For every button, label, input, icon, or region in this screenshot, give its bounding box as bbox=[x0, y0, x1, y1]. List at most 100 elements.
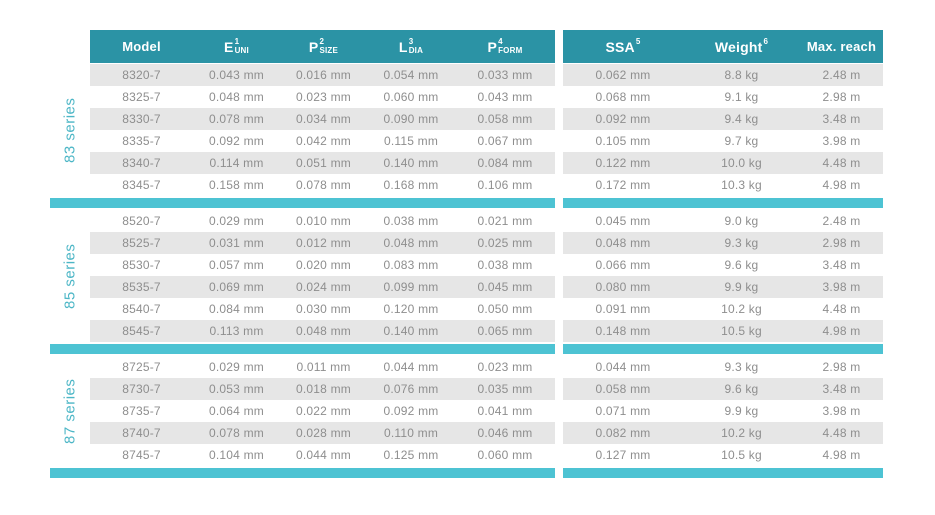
cell-p-size: 0.034 mm bbox=[280, 108, 367, 130]
column-header-weight: Weight 6 bbox=[683, 30, 800, 63]
cell-l-dia: 0.076 mm bbox=[367, 378, 455, 400]
cell-p-size: 0.020 mm bbox=[296, 258, 351, 272]
cell-l-dia: 0.115 mm bbox=[383, 134, 439, 148]
column-header-e-uni: E 1 UNI bbox=[193, 30, 280, 63]
cell-weight: 9.7 kg bbox=[724, 134, 759, 148]
table-row: 8340-7 0.114 mm 0.051 mm 0.140 mm 0.084 mm 0.… bbox=[50, 152, 883, 174]
cell-max-reach: 3.48 m bbox=[822, 258, 861, 272]
divider-bar-right bbox=[563, 344, 883, 354]
cell-p-form: 0.084 mm bbox=[455, 152, 555, 174]
cell-e-uni: 0.078 mm bbox=[193, 108, 280, 130]
cell-p-size: 0.012 mm bbox=[280, 232, 367, 254]
column-gap bbox=[555, 444, 563, 466]
cell-p-form: 0.060 mm bbox=[477, 448, 533, 462]
cell-e-uni: 0.114 mm bbox=[193, 152, 280, 174]
cell-ssa: 0.148 mm bbox=[563, 320, 683, 342]
column-header-base: SSA bbox=[605, 38, 635, 55]
cell-l-dia: 0.092 mm bbox=[383, 404, 439, 418]
cell-weight: 10.5 kg bbox=[721, 448, 762, 462]
column-header-scripts: 5 bbox=[636, 38, 641, 55]
cell-weight: 9.6 kg bbox=[683, 378, 800, 400]
column-header-p-size: P 2 SIZE bbox=[280, 30, 367, 63]
series-label: 83 series bbox=[61, 97, 79, 163]
section-divider bbox=[50, 344, 883, 354]
cell-max-reach: 4.48 m bbox=[800, 152, 883, 174]
cell-p-size: 0.016 mm bbox=[280, 64, 367, 86]
cell-model: 8545-7 bbox=[90, 320, 193, 342]
cell-e-uni: 0.053 mm bbox=[193, 378, 280, 400]
cell-max-reach: 3.98 m bbox=[822, 404, 861, 418]
column-header-scripts: 2 SIZE bbox=[319, 38, 338, 55]
cell-max-reach: 3.98 m bbox=[822, 134, 861, 148]
cell-p-size: 0.011 mm bbox=[296, 360, 351, 374]
cell-max-reach: 2.48 m bbox=[822, 214, 861, 228]
cell-ssa: 0.080 mm bbox=[563, 276, 683, 298]
column-gap bbox=[555, 254, 563, 276]
column-gap bbox=[555, 130, 563, 152]
section-divider bbox=[50, 198, 883, 208]
cell-max-reach: 4.48 m bbox=[822, 302, 861, 316]
column-header-scripts: 6 bbox=[763, 38, 768, 55]
cell-p-form: 0.043 mm bbox=[477, 90, 533, 104]
cell-p-size: 0.044 mm bbox=[296, 448, 351, 462]
column-header-label: Max. reach bbox=[806, 39, 877, 54]
cell-max-reach: 4.98 m bbox=[822, 448, 861, 462]
column-gap bbox=[555, 320, 563, 342]
column-header-base: L bbox=[398, 38, 408, 55]
cell-l-dia: 0.140 mm bbox=[367, 152, 455, 174]
cell-model: 8325-7 bbox=[122, 90, 161, 104]
cell-l-dia: 0.110 mm bbox=[367, 422, 455, 444]
cell-l-dia: 0.090 mm bbox=[367, 108, 455, 130]
cell-model: 8535-7 bbox=[90, 276, 193, 298]
column-gap bbox=[555, 422, 563, 444]
cell-ssa: 0.082 mm bbox=[563, 422, 683, 444]
column-gap bbox=[555, 210, 563, 232]
cell-weight: 9.4 kg bbox=[683, 108, 800, 130]
cell-max-reach: 2.98 m bbox=[800, 232, 883, 254]
column-header-subscript: DIA bbox=[408, 46, 424, 55]
cell-ssa: 0.048 mm bbox=[563, 232, 683, 254]
cell-p-form: 0.065 mm bbox=[455, 320, 555, 342]
cell-p-size: 0.024 mm bbox=[280, 276, 367, 298]
column-header-base: E bbox=[224, 38, 234, 55]
cell-max-reach: 2.48 m bbox=[800, 64, 883, 86]
cell-p-form: 0.033 mm bbox=[455, 64, 555, 86]
cell-e-uni: 0.048 mm bbox=[209, 90, 264, 104]
cell-l-dia: 0.060 mm bbox=[383, 90, 439, 104]
table-row: 8740-7 0.078 mm 0.028 mm 0.110 mm 0.046 mm 0.… bbox=[50, 422, 883, 444]
column-gap bbox=[555, 86, 563, 108]
column-gap bbox=[555, 356, 563, 378]
cell-p-size: 0.023 mm bbox=[296, 90, 351, 104]
cell-ssa: 0.122 mm bbox=[563, 152, 683, 174]
column-header-base: P bbox=[487, 38, 498, 55]
series-label: 85 series bbox=[61, 243, 79, 309]
table-row: 8525-7 0.031 mm 0.012 mm 0.048 mm 0.025 mm 0.… bbox=[50, 232, 883, 254]
cell-p-form: 0.025 mm bbox=[455, 232, 555, 254]
cell-p-form: 0.021 mm bbox=[477, 214, 533, 228]
cell-ssa: 0.092 mm bbox=[563, 108, 683, 130]
cell-max-reach: 3.98 m bbox=[800, 276, 883, 298]
cell-ssa: 0.105 mm bbox=[595, 134, 651, 148]
cell-weight: 10.0 kg bbox=[683, 152, 800, 174]
cell-max-reach: 4.98 m bbox=[800, 320, 883, 342]
column-gap bbox=[555, 152, 563, 174]
cell-weight: 9.9 kg bbox=[724, 404, 759, 418]
column-header-scripts: 4 FORM bbox=[498, 38, 522, 55]
column-header-superscript: 6 bbox=[763, 37, 769, 46]
cell-ssa: 0.068 mm bbox=[595, 90, 651, 104]
cell-weight: 9.3 kg bbox=[683, 232, 800, 254]
cell-max-reach: 3.48 m bbox=[800, 378, 883, 400]
header-series-spacer bbox=[50, 30, 90, 63]
column-header-ssa: SSA 5 bbox=[563, 30, 683, 63]
cell-l-dia: 0.120 mm bbox=[383, 302, 439, 316]
cell-weight: 9.3 kg bbox=[724, 360, 759, 374]
cell-l-dia: 0.048 mm bbox=[367, 232, 455, 254]
cell-model: 8745-7 bbox=[122, 448, 161, 462]
column-gap bbox=[555, 108, 563, 130]
cell-model: 8335-7 bbox=[122, 134, 161, 148]
cell-model: 8345-7 bbox=[122, 178, 161, 192]
cell-model: 8330-7 bbox=[90, 108, 193, 130]
column-gap bbox=[555, 174, 563, 196]
table-row: 8535-7 0.069 mm 0.024 mm 0.099 mm 0.045 mm 0.… bbox=[50, 276, 883, 298]
column-gap bbox=[555, 276, 563, 298]
